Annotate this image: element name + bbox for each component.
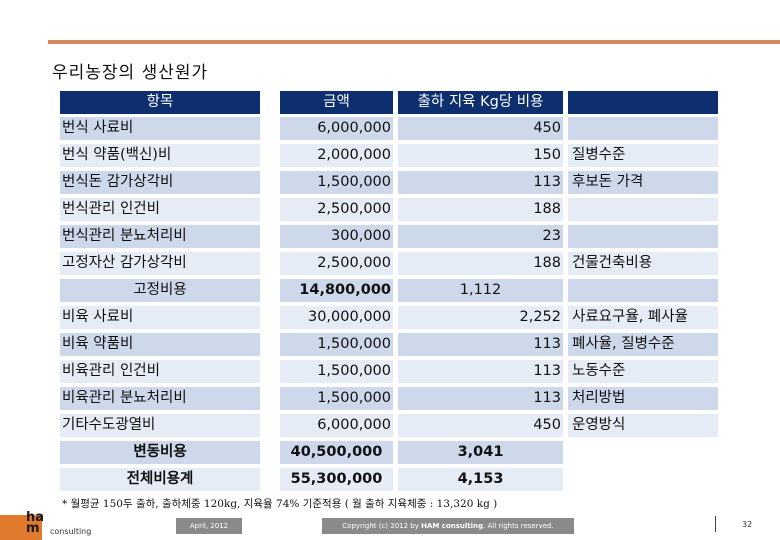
row-item: 번식관리 인건비: [60, 198, 260, 221]
row-item: 변동비용: [60, 441, 260, 464]
row-amount: 1,500,000: [280, 360, 393, 383]
row-per-kg: 1,112: [398, 279, 563, 302]
footer-separator: [715, 516, 716, 532]
row-amount: 1,500,000: [280, 333, 393, 356]
row-item: 전체비용계: [60, 468, 260, 491]
row-note: [568, 279, 718, 302]
row-note: [568, 198, 718, 221]
row-per-kg: 450: [398, 117, 563, 140]
row-note: [568, 225, 718, 248]
subtotal-row-fixed: 고정비용 14,800,000 1,112: [60, 277, 720, 304]
row-per-kg: 113: [398, 387, 563, 410]
copyright-prefix: Copyright (c) 2012 by: [342, 522, 422, 530]
footer-date: April, 2012: [176, 518, 242, 534]
row-note: [568, 441, 718, 464]
row-note: 후보돈 가격: [568, 171, 718, 194]
row-note: 사료요구율, 폐사율: [568, 306, 718, 329]
cost-table: 항목 금액 출하 지육 Kg당 비용 번식 사료비 6,000,000 450 …: [60, 90, 720, 493]
table-header-row: 항목 금액 출하 지육 Kg당 비용: [60, 90, 720, 115]
row-item: 고정비용: [60, 279, 260, 302]
table-row: 비육 사료비 30,000,000 2,252 사료요구율, 폐사율: [60, 304, 720, 331]
row-amount: 30,000,000: [280, 306, 393, 329]
row-item: 번식 약품(백신)비: [60, 144, 260, 167]
row-per-kg: 450: [398, 414, 563, 437]
row-per-kg: 113: [398, 360, 563, 383]
row-item: 비육관리 분뇨처리비: [60, 387, 260, 410]
row-per-kg: 150: [398, 144, 563, 167]
table-row: 번식관리 인건비 2,500,000 188: [60, 196, 720, 223]
table-row: 번식돈 감가상각비 1,500,000 113 후보돈 가격: [60, 169, 720, 196]
row-amount: 2,500,000: [280, 198, 393, 221]
row-amount: 1,500,000: [280, 171, 393, 194]
table-row: 비육관리 분뇨처리비 1,500,000 113 처리방법: [60, 385, 720, 412]
page-title: 우리농장의 생산원가: [52, 63, 209, 83]
copyright-suffix: . All rights reserved.: [483, 522, 554, 530]
row-amount: 55,300,000: [280, 468, 393, 491]
table-row: 번식관리 분뇨처리비 300,000 23: [60, 223, 720, 250]
company-logo: [0, 515, 42, 540]
row-item: 기타수도광열비: [60, 414, 260, 437]
page-number: 32: [742, 520, 753, 529]
table-row: 번식 사료비 6,000,000 450: [60, 115, 720, 142]
row-per-kg: 113: [398, 333, 563, 356]
row-amount: 40,500,000: [280, 441, 393, 464]
table-row: 번식 약품(백신)비 2,000,000 150 질병수준: [60, 142, 720, 169]
row-item: 번식돈 감가상각비: [60, 171, 260, 194]
logo-text-bottom: m: [26, 521, 40, 536]
row-per-kg: 188: [398, 198, 563, 221]
top-rule: [48, 40, 780, 44]
row-note: [568, 468, 718, 491]
row-item: 번식 사료비: [60, 117, 260, 140]
row-per-kg: 4,153: [398, 468, 563, 491]
row-note: 운영방식: [568, 414, 718, 437]
logo-wordmark: ha m: [26, 510, 45, 536]
row-amount: 2,000,000: [280, 144, 393, 167]
row-amount: 1,500,000: [280, 387, 393, 410]
logo-text-top: ha: [26, 510, 45, 525]
row-note: 질병수준: [568, 144, 718, 167]
row-item: 번식관리 분뇨처리비: [60, 225, 260, 248]
row-item: 비육관리 인건비: [60, 360, 260, 383]
row-amount: 300,000: [280, 225, 393, 248]
subtotal-row-variable: 변동비용 40,500,000 3,041: [60, 439, 720, 466]
row-amount: 6,000,000: [280, 414, 393, 437]
total-row: 전체비용계 55,300,000 4,153: [60, 466, 720, 493]
row-amount: 6,000,000: [280, 117, 393, 140]
row-amount: 14,800,000: [280, 279, 393, 302]
table-row: 고정자산 감가상각비 2,500,000 188 건물건축비용: [60, 250, 720, 277]
row-note: 폐사율, 질병수준: [568, 333, 718, 356]
row-note: 처리방법: [568, 387, 718, 410]
header-note: [568, 91, 718, 114]
row-item: 비육 사료비: [60, 306, 260, 329]
row-per-kg: 2,252: [398, 306, 563, 329]
row-item: 고정자산 감가상각비: [60, 252, 260, 275]
header-item: 항목: [60, 91, 260, 114]
logo-subtitle: consulting: [50, 527, 92, 536]
table-row: 비육 약품비 1,500,000 113 폐사율, 질병수준: [60, 331, 720, 358]
row-note: 노동수준: [568, 360, 718, 383]
header-per-kg: 출하 지육 Kg당 비용: [398, 91, 563, 114]
row-per-kg: 113: [398, 171, 563, 194]
row-per-kg: 23: [398, 225, 563, 248]
row-note: [568, 117, 718, 140]
row-amount: 2,500,000: [280, 252, 393, 275]
row-item: 비육 약품비: [60, 333, 260, 356]
header-amount: 금액: [280, 91, 393, 114]
row-per-kg: 188: [398, 252, 563, 275]
row-per-kg: 3,041: [398, 441, 563, 464]
row-note: 건물건축비용: [568, 252, 718, 275]
copyright-brand: HAM consulting: [421, 522, 484, 530]
table-row: 기타수도광열비 6,000,000 450 운영방식: [60, 412, 720, 439]
table-row: 비육관리 인건비 1,500,000 113 노동수준: [60, 358, 720, 385]
footer-copyright: Copyright (c) 2012 by HAM consulting. Al…: [322, 518, 574, 534]
footnote: * 월평균 150두 출하, 출하체중 120kg, 지육율 74% 기준적용 …: [62, 498, 498, 510]
